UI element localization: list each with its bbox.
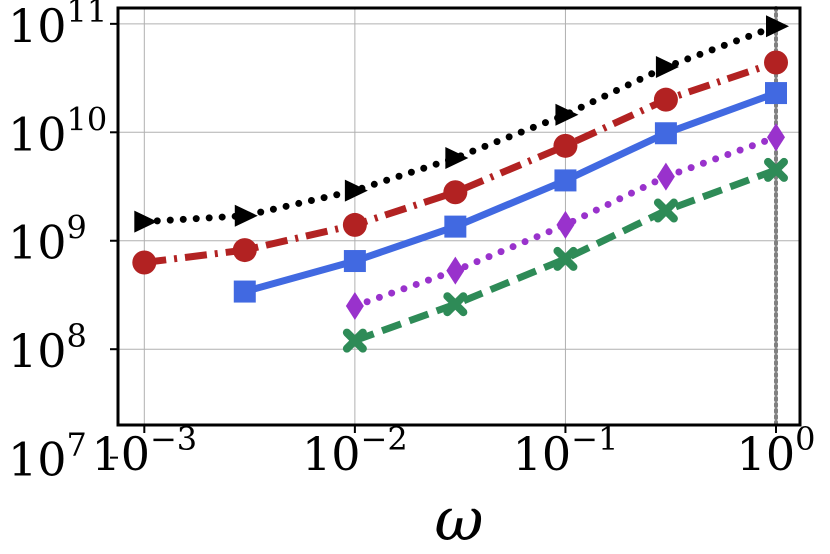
data-point bbox=[765, 82, 788, 105]
data-point bbox=[446, 256, 465, 285]
series-green-x bbox=[342, 157, 789, 353]
data-point bbox=[342, 328, 367, 353]
data-point bbox=[443, 292, 468, 317]
data-point bbox=[656, 162, 675, 191]
data-point bbox=[556, 210, 575, 239]
x-tick-label: 10−2 bbox=[302, 420, 408, 481]
data-point-stroke bbox=[342, 328, 367, 353]
data-point bbox=[343, 250, 366, 273]
data-point-stroke bbox=[653, 198, 678, 223]
data-point bbox=[134, 210, 158, 233]
data-point bbox=[654, 122, 677, 145]
y-tick-label: 109 bbox=[8, 209, 87, 270]
series-red-circle bbox=[132, 50, 789, 275]
data-point bbox=[445, 146, 469, 169]
data-point bbox=[653, 87, 678, 112]
x-tick-label: 10−1 bbox=[513, 420, 619, 481]
y-tick-label: 1010 bbox=[8, 100, 107, 161]
tick-labels: 10−3 10−2 10−1 100 107 108 109 1010 1011 bbox=[8, 0, 815, 487]
data-point bbox=[233, 280, 256, 303]
data-point-stroke bbox=[553, 246, 578, 271]
data-point bbox=[767, 123, 786, 152]
data-point-stroke bbox=[764, 157, 789, 182]
series-layer bbox=[132, 15, 790, 353]
y-tick-label: 1011 bbox=[8, 0, 107, 53]
y-tick-label: 107 bbox=[8, 426, 87, 487]
plot-frame bbox=[116, 6, 802, 427]
data-point bbox=[342, 212, 367, 237]
series-line bbox=[353, 166, 778, 344]
data-point bbox=[655, 56, 679, 79]
data-point bbox=[444, 215, 467, 238]
series-line bbox=[351, 133, 780, 310]
data-point bbox=[345, 292, 364, 321]
data-point bbox=[132, 250, 157, 275]
data-point bbox=[766, 15, 790, 38]
data-point bbox=[344, 179, 368, 202]
x-tick-label: 10−3 bbox=[91, 420, 197, 481]
series-purple-diamond bbox=[345, 123, 786, 321]
data-point bbox=[234, 204, 258, 227]
series-black-triangle bbox=[134, 15, 790, 233]
data-point bbox=[553, 246, 578, 271]
data-point bbox=[554, 169, 577, 192]
y-tick-label: 108 bbox=[8, 317, 87, 378]
data-point bbox=[764, 157, 789, 182]
x-tick-label: 100 bbox=[737, 420, 816, 481]
series-line bbox=[243, 89, 778, 295]
data-point bbox=[555, 103, 579, 126]
x-axis-label: ω bbox=[435, 485, 484, 554]
series-blue-square bbox=[233, 82, 788, 303]
data-point bbox=[653, 198, 678, 223]
data-point bbox=[443, 180, 468, 205]
data-point bbox=[232, 238, 257, 263]
data-point-stroke bbox=[443, 292, 468, 317]
data-point bbox=[553, 133, 578, 158]
data-point bbox=[764, 50, 789, 75]
